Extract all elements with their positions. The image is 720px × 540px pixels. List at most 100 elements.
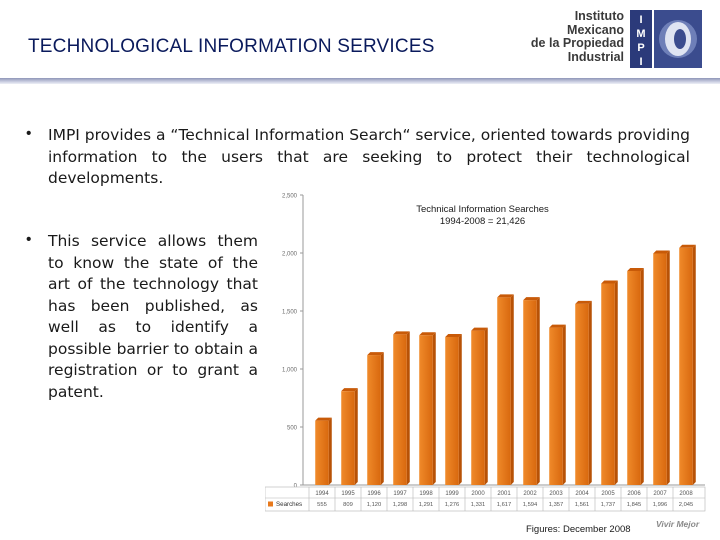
bar-2008 (679, 247, 693, 485)
x-tick-label-1998: 1998 (419, 491, 433, 497)
logo-line-4: Industrial (567, 49, 624, 64)
bar-top (341, 388, 358, 392)
x-tick-label-2007: 2007 (653, 491, 667, 497)
bar-side (536, 297, 540, 485)
data-label-1997: 1,298 (393, 502, 408, 508)
bar-1996 (367, 355, 381, 485)
bullet-marker-2: • (26, 231, 32, 248)
y-tick-label: 2,500 (282, 194, 298, 200)
data-label-2004: 1,561 (575, 502, 590, 508)
logo-line-3: de la Propiedad (530, 36, 624, 50)
bar-2000 (471, 330, 485, 485)
logo-line-2: Mexicano (567, 22, 624, 37)
data-label-2008: 2,045 (679, 502, 694, 508)
bullet-text-1: IMPI provides a “Technical Information S… (48, 126, 691, 187)
bar-1997 (393, 334, 407, 485)
legend-series-name: Searches (276, 501, 302, 508)
legend-swatch (268, 501, 273, 507)
impi-logo: I M P I (630, 10, 702, 68)
logo-letter-p: P (637, 42, 644, 54)
logo-letter-i: I (639, 14, 642, 26)
page-title: TECHNOLOGICAL INFORMATION SERVICES (28, 36, 435, 57)
x-tick-label-2001: 2001 (497, 491, 511, 497)
data-label-1994: 555 (317, 502, 327, 508)
data-label-1996: 1,120 (367, 502, 382, 508)
bar-side (562, 324, 566, 485)
figures-note: Figures: December 2008 (526, 524, 631, 535)
data-label-1999: 1,276 (445, 502, 460, 508)
chart-title: Technical Information Searches (416, 204, 549, 215)
bar-top (393, 331, 410, 335)
bar-2007 (653, 253, 667, 485)
data-label-2000: 1,331 (471, 502, 486, 508)
bar-2003 (549, 327, 563, 485)
x-tick-label-1997: 1997 (393, 491, 407, 497)
bar-top (315, 417, 332, 421)
bar-side (692, 244, 696, 485)
bullet-text-2: This service allows them to know the sta… (48, 232, 258, 401)
x-tick-label-2005: 2005 (601, 491, 615, 497)
bar-top (419, 332, 436, 336)
data-label-2005: 1,737 (601, 502, 616, 508)
x-tick-label-2004: 2004 (575, 491, 589, 497)
header-bar: TECHNOLOGICAL INFORMATION SERVICES Insti… (0, 0, 720, 84)
y-tick-label: 2,000 (282, 252, 298, 258)
data-label-1995: 809 (343, 502, 353, 508)
data-label-1998: 1,291 (419, 502, 434, 508)
bar-top (523, 297, 540, 301)
bar-top (549, 324, 566, 328)
bar-side (380, 352, 384, 485)
bar-side (588, 300, 592, 485)
x-tick-label-1994: 1994 (315, 491, 329, 497)
logo-letter-m: M (636, 28, 645, 40)
data-label-2003: 1,357 (549, 502, 564, 508)
x-tick-label-2000: 2000 (471, 491, 485, 497)
header-divider (0, 78, 720, 84)
y-tick-label: 0 (294, 484, 298, 490)
y-tick-label: 1,000 (282, 368, 298, 374)
logo-letter-i2: I (639, 56, 642, 68)
bar-2005 (601, 283, 615, 485)
bar-top (601, 280, 618, 284)
x-tick-label-2003: 2003 (549, 491, 563, 497)
bar-1995 (341, 391, 355, 485)
y-tick-label: 1,500 (282, 310, 298, 316)
x-tick-label-1995: 1995 (341, 491, 355, 497)
x-tick-label-2006: 2006 (627, 491, 641, 497)
data-label-2002: 1,594 (523, 502, 538, 508)
bar-top (445, 333, 462, 337)
chart-subtitle: 1994-2008 = 21,426 (439, 215, 526, 227)
data-label-2007: 1,996 (653, 502, 668, 508)
bar-side (614, 280, 618, 485)
bullet-marker-1: • (26, 125, 32, 142)
data-table-frame (265, 486, 706, 512)
chart-title-block: Technical Information Searches 1994-2008… (375, 204, 590, 227)
bar-1998 (419, 335, 433, 485)
bar-side (328, 417, 332, 485)
bar-1999 (445, 336, 459, 485)
bar-side (406, 331, 410, 485)
bar-top (575, 300, 592, 304)
bar-top (497, 294, 514, 298)
institution-name: Instituto Mexicano de la Propiedad Indus… (504, 9, 624, 64)
x-tick-label-2008: 2008 (679, 491, 693, 497)
data-label-2001: 1,617 (497, 502, 512, 508)
vivir-mejor-tag: Vivir Mejor (656, 519, 700, 529)
bar-side (458, 333, 462, 485)
bar-2006 (627, 270, 641, 485)
bar-side (640, 267, 644, 485)
x-tick-label-2002: 2002 (523, 491, 537, 497)
bar-2002 (523, 300, 537, 485)
y-tick-label: 500 (287, 426, 298, 432)
bar-side (432, 332, 436, 485)
x-tick-label-1999: 1999 (445, 491, 459, 497)
bar-top (627, 267, 644, 271)
bar-top (679, 244, 696, 248)
bar-side (484, 327, 488, 485)
bar-side (510, 294, 514, 485)
logo-line-1: Instituto (574, 9, 624, 23)
bar-2001 (497, 297, 511, 485)
data-label-2006: 1,845 (627, 502, 642, 508)
x-tick-label-1996: 1996 (367, 491, 381, 497)
bar-top (653, 250, 670, 254)
